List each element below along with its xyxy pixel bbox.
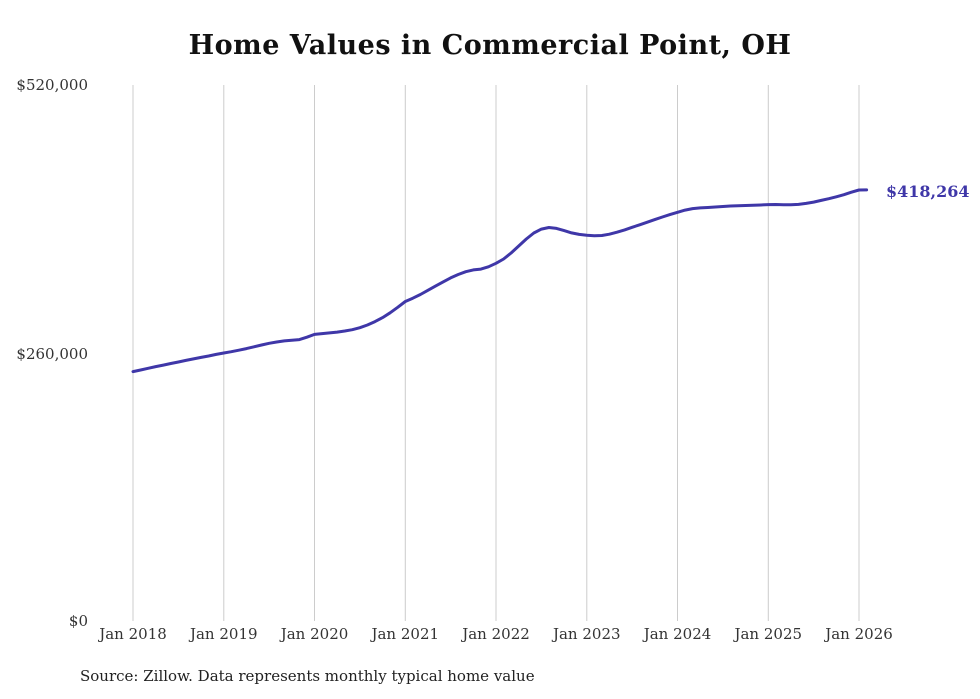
x-axis-tick-jan-2018: Jan 2018	[99, 625, 167, 643]
y-axis-tick-260000: $260,000	[16, 345, 88, 363]
x-axis-tick-jan-2022: Jan 2022	[462, 625, 530, 643]
x-axis-tick-jan-2024: Jan 2024	[643, 625, 712, 643]
x-axis-tick-jan-2020: Jan 2020	[280, 625, 349, 643]
x-axis-tick-jan-2025: Jan 2025	[734, 625, 803, 643]
y-axis-tick-520000: $520,000	[16, 76, 88, 94]
source-attribution: Source: Zillow. Data represents monthly …	[80, 667, 535, 685]
x-axis-tick-jan-2019: Jan 2019	[189, 625, 258, 643]
x-axis-tick-jan-2026: Jan 2026	[825, 625, 893, 643]
y-axis-tick-0: $0	[68, 612, 88, 630]
x-axis-tick-jan-2021: Jan 2021	[371, 625, 440, 643]
x-axis-tick-jan-2023: Jan 2023	[552, 625, 621, 643]
latest-value-label: $418,264	[886, 181, 970, 201]
chart-title: Home Values in Commercial Point, OH	[188, 30, 792, 61]
